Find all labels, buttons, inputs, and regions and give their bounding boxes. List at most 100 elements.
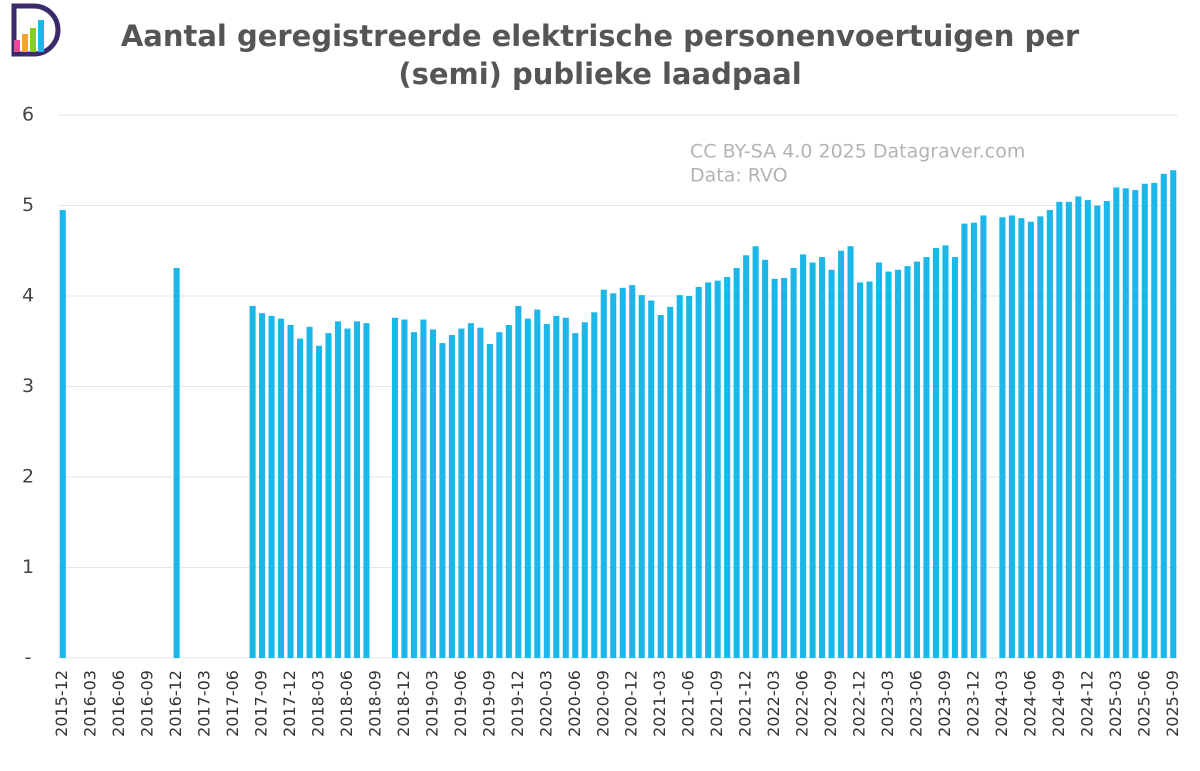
- x-tick-label: 2022-03: [764, 670, 783, 737]
- bar: [999, 217, 1006, 658]
- y-tick-label: 2: [22, 466, 34, 488]
- bar: [363, 323, 370, 658]
- bar: [743, 255, 750, 658]
- x-tick-label: 2019-12: [508, 670, 527, 737]
- x-tick-label: 2018-06: [337, 670, 356, 737]
- annotation: CC BY-SA 4.0 2025 Datagraver.com: [690, 141, 1025, 163]
- bar: [705, 282, 712, 658]
- x-tick-label: 2024-09: [1049, 670, 1068, 737]
- bar: [591, 312, 598, 658]
- x-tick-label: 2016-03: [81, 670, 100, 737]
- bar: [619, 287, 626, 658]
- bar: [667, 306, 674, 658]
- bar: [648, 300, 655, 658]
- bar: [1008, 215, 1015, 658]
- y-tick-label: 6: [22, 104, 34, 126]
- bar: [458, 328, 465, 658]
- bar: [1056, 201, 1063, 658]
- x-tick-label: 2025-03: [1106, 670, 1125, 737]
- bar: [800, 254, 807, 658]
- bar: [515, 305, 522, 658]
- bar: [781, 277, 788, 658]
- bar: [629, 285, 636, 658]
- bar: [932, 248, 940, 658]
- bar: [1160, 173, 1167, 658]
- bar: [306, 326, 313, 658]
- bar: [923, 257, 930, 658]
- bar: [714, 280, 721, 658]
- bar: [334, 321, 342, 658]
- x-tick-label: 2020-03: [536, 670, 555, 737]
- bar: [809, 262, 816, 658]
- bar: [913, 261, 921, 658]
- bar: [401, 319, 408, 658]
- bar: [752, 246, 759, 658]
- bar: [534, 309, 541, 658]
- x-tick-label: 2021-09: [707, 670, 726, 737]
- x-tick-label: 2016-09: [138, 670, 157, 737]
- y-tick-label: -: [25, 647, 32, 669]
- bar: [1113, 187, 1120, 658]
- x-tick-label: 2016-06: [109, 670, 128, 737]
- bar: [353, 321, 361, 658]
- bar: [762, 259, 769, 658]
- bar: [1018, 218, 1025, 659]
- x-tick-label: 2025-06: [1134, 670, 1153, 737]
- bar: [1141, 183, 1148, 658]
- x-tick-label: 2017-03: [195, 670, 214, 737]
- bar: [951, 257, 958, 658]
- bar: [249, 305, 256, 658]
- bar: [847, 246, 854, 658]
- bar: [724, 276, 731, 658]
- chart-title: (semi) publieke laadpaal: [398, 57, 801, 91]
- bar: [828, 269, 835, 658]
- bar: [866, 281, 873, 658]
- bar: [885, 271, 892, 658]
- x-tick-label: 2024-03: [992, 670, 1011, 737]
- y-tick-label: 3: [22, 375, 34, 397]
- x-tick-label: 2022-06: [793, 670, 812, 737]
- x-tick-label: 2024-06: [1020, 670, 1039, 737]
- bar: [695, 286, 702, 658]
- bar: [391, 317, 398, 658]
- bar: [686, 296, 693, 658]
- bar: [961, 223, 968, 658]
- bar: [1094, 205, 1101, 658]
- y-tick-label: 5: [22, 194, 34, 216]
- bar: [59, 210, 66, 658]
- bar: [1084, 200, 1091, 658]
- x-tick-label: 2020-09: [593, 670, 612, 737]
- bar: [980, 215, 987, 658]
- bar: [638, 295, 645, 658]
- bar: [970, 222, 977, 658]
- x-tick-label: 2017-09: [252, 670, 271, 737]
- bar: [771, 278, 778, 658]
- x-tick-label: 2017-12: [280, 670, 299, 737]
- bar: [315, 345, 323, 658]
- x-tick-label: 2022-12: [850, 670, 869, 737]
- bar: [733, 267, 740, 658]
- x-tick-label: 2019-06: [451, 670, 470, 737]
- bar: [505, 324, 512, 658]
- bar: [904, 266, 911, 658]
- bar: [562, 317, 569, 658]
- y-tick-label: 4: [22, 285, 34, 307]
- x-tick-label: 2018-03: [309, 670, 328, 737]
- bar: [1075, 196, 1082, 658]
- bar: [1103, 200, 1110, 658]
- x-tick-label: 2019-03: [422, 670, 441, 737]
- bar: [287, 324, 294, 658]
- annotation: Data: RVO: [690, 165, 788, 187]
- bar: [553, 315, 560, 658]
- bar: [278, 318, 285, 658]
- x-tick-label: 2020-12: [622, 670, 641, 737]
- bar: [838, 250, 845, 658]
- x-tick-label: 2019-09: [479, 670, 498, 737]
- bar: [581, 322, 588, 658]
- x-tick-label: 2015-12: [52, 670, 71, 737]
- bar: [1170, 170, 1177, 658]
- x-tick-label: 2023-09: [935, 670, 954, 737]
- y-tick-label: 1: [22, 556, 34, 578]
- bar: [467, 323, 474, 658]
